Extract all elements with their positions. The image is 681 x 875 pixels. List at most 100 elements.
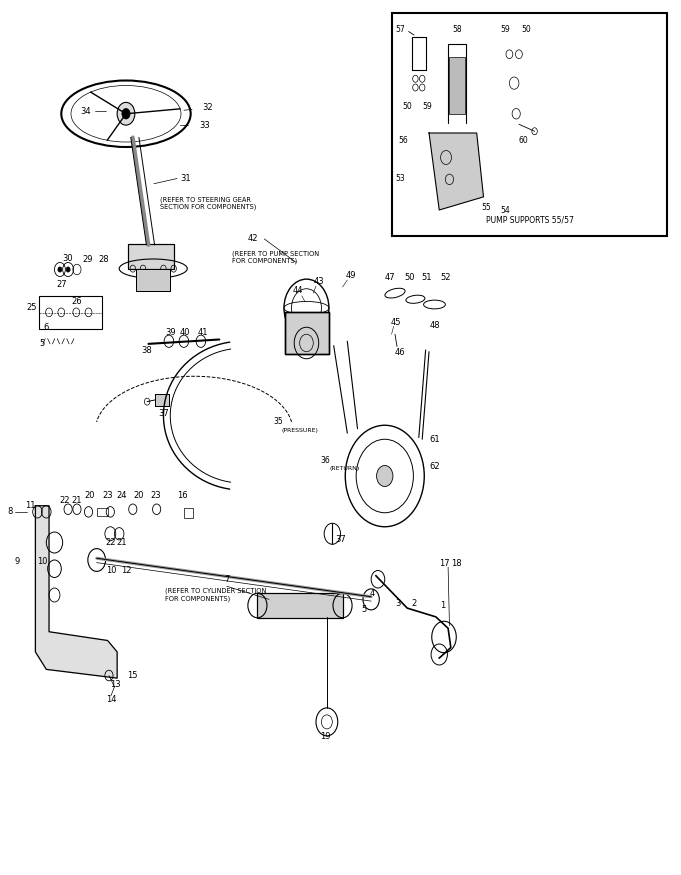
Text: 30: 30 [63,254,74,262]
Text: 9: 9 [14,557,20,566]
Text: 55: 55 [481,203,491,212]
Circle shape [117,102,135,125]
Text: 20: 20 [84,491,95,500]
Text: 60: 60 [518,136,528,144]
Polygon shape [35,506,117,678]
Bar [128,244,174,269]
Circle shape [66,267,70,272]
Bar [257,593,343,618]
Bar [449,57,465,114]
Circle shape [58,267,62,272]
Text: 4: 4 [370,589,375,598]
Bar [184,507,193,518]
Bar [155,394,169,406]
Text: 21: 21 [72,496,82,505]
Text: 57: 57 [396,25,405,34]
Text: 15: 15 [127,671,138,680]
Text: 54: 54 [501,206,510,214]
Text: 22: 22 [106,538,116,547]
Text: 50: 50 [522,25,531,34]
Text: 7: 7 [224,575,229,584]
Text: 8: 8 [7,507,13,516]
Text: 27: 27 [56,280,67,289]
Text: 59: 59 [423,102,432,111]
Text: 5: 5 [39,339,45,347]
Text: 1: 1 [440,601,445,610]
Bar [97,507,108,516]
Text: 23: 23 [102,491,113,500]
Text: (RETURN): (RETURN) [330,466,360,472]
Text: 56: 56 [398,136,408,144]
Text: 62: 62 [429,462,440,471]
Circle shape [377,466,393,486]
Text: 23: 23 [150,491,161,500]
Text: 45: 45 [391,318,402,326]
Text: 29: 29 [82,255,93,264]
Polygon shape [429,133,484,210]
Bar [285,312,329,354]
Bar [128,244,174,269]
Text: 32: 32 [202,103,213,112]
Text: 35: 35 [273,417,283,426]
Text: 18: 18 [451,559,462,568]
Text: 44: 44 [293,286,304,295]
Text: 36: 36 [321,456,330,465]
Text: 46: 46 [395,348,406,357]
Text: (PRESSURE): (PRESSURE) [282,428,319,433]
Circle shape [122,108,130,119]
Bar [155,394,169,406]
Bar [392,13,667,236]
Text: 24: 24 [116,491,127,500]
Text: 43: 43 [313,277,324,286]
Text: 17: 17 [439,559,449,568]
Text: 20: 20 [133,491,144,500]
Text: 50: 50 [402,102,412,111]
Text: 13: 13 [110,680,121,689]
Text: 16: 16 [177,491,188,500]
Text: 47: 47 [384,273,395,282]
Text: 10: 10 [106,566,116,575]
Text: 39: 39 [165,328,176,337]
Text: 37: 37 [335,536,346,544]
Text: 59: 59 [501,25,510,34]
Text: 58: 58 [453,25,462,34]
Bar [136,269,170,290]
Text: 41: 41 [197,328,208,337]
Text: 40: 40 [180,328,191,337]
Text: 2: 2 [411,599,417,608]
Text: 53: 53 [396,174,405,183]
Text: 38: 38 [141,346,152,354]
Text: 21: 21 [116,538,127,547]
Text: 14: 14 [106,696,116,704]
Text: 37: 37 [158,409,169,417]
Text: 31: 31 [180,174,191,183]
Text: (REFER TO STEERING GEAR
SECTION FOR COMPONENTS): (REFER TO STEERING GEAR SECTION FOR COMP… [160,196,257,210]
Bar [257,593,343,618]
Text: 11: 11 [25,501,35,510]
Text: 34: 34 [80,107,91,116]
Text: 61: 61 [429,435,440,444]
Text: 52: 52 [441,273,452,282]
Text: 5: 5 [362,606,367,614]
Text: 3: 3 [396,599,401,608]
Text: 12: 12 [121,566,131,575]
Text: 48: 48 [429,321,440,330]
Text: 22: 22 [59,496,70,505]
Text: 6: 6 [43,323,48,332]
Text: (REFER TO CYLINDER SECTION
FOR COMPONENTS): (REFER TO CYLINDER SECTION FOR COMPONENT… [165,588,266,602]
Text: 33: 33 [199,121,210,130]
Text: 25: 25 [26,303,37,312]
Text: 51: 51 [421,273,432,282]
Text: (REFER TO PUMP SECTION
FOR COMPONENTS): (REFER TO PUMP SECTION FOR COMPONENTS) [232,250,319,264]
Bar [39,296,102,329]
Text: 49: 49 [345,271,356,280]
Text: 50: 50 [404,273,415,282]
Text: 42: 42 [248,234,259,242]
Bar [285,312,329,354]
Text: 26: 26 [72,298,82,306]
Bar [136,269,170,290]
Text: PUMP SUPPORTS 55/57: PUMP SUPPORTS 55/57 [486,216,573,225]
Text: 19: 19 [320,732,331,741]
Text: 28: 28 [99,255,110,264]
Text: 10: 10 [37,557,48,566]
